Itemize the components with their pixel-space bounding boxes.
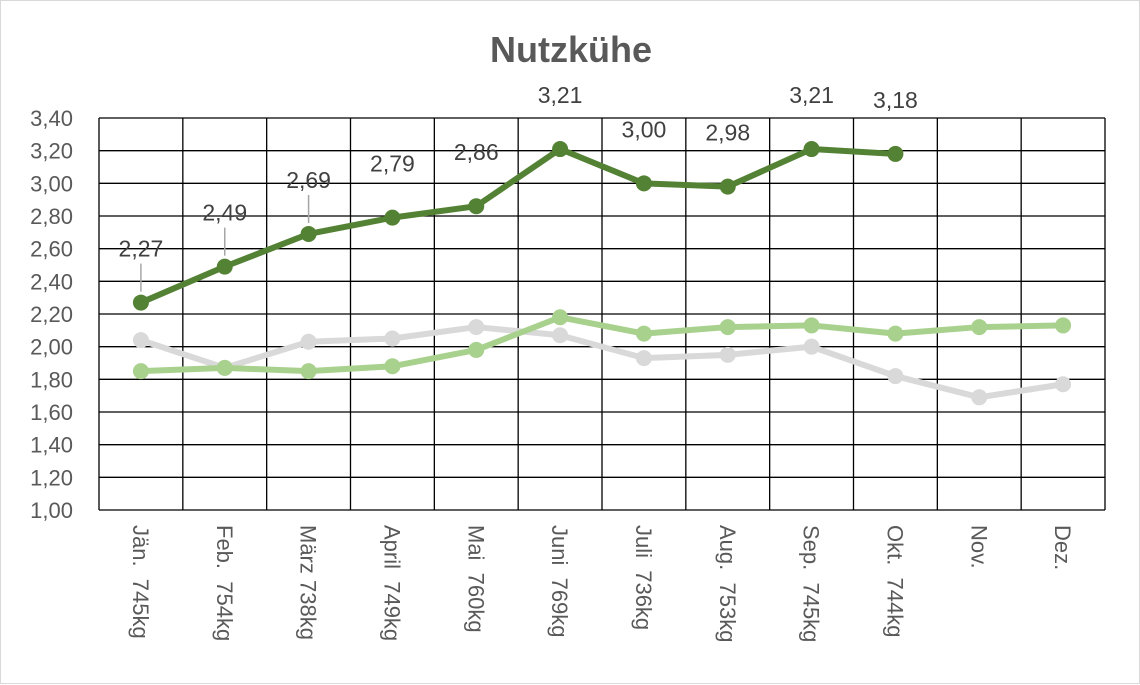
data-point <box>719 178 736 195</box>
data-label: 2,79 <box>370 151 415 177</box>
x-tick-label: Juni 769kg <box>547 525 572 638</box>
data-point <box>803 141 820 158</box>
data-point <box>384 330 401 347</box>
data-point <box>468 341 485 358</box>
x-tick-label: Feb. 754kg <box>212 525 237 641</box>
data-point <box>887 325 904 342</box>
data-point <box>300 225 317 242</box>
x-tick-label: April 749kg <box>379 525 404 641</box>
data-point <box>1055 317 1072 334</box>
data-point <box>635 325 652 342</box>
y-tick-label: 3,00 <box>30 171 73 196</box>
x-tick-label: Okt. 744kg <box>882 525 907 638</box>
series-line <box>137 146 899 306</box>
y-tick-label: 1,80 <box>30 367 73 392</box>
x-tick-label: Dez. <box>1050 525 1075 570</box>
x-tick-label: Juli 736kg <box>631 525 656 630</box>
series-line <box>137 314 1067 375</box>
x-tick-label: März 738kg <box>296 525 321 640</box>
series-2 <box>132 309 1072 380</box>
y-tick-label: 1,20 <box>30 465 73 490</box>
data-point <box>468 198 485 215</box>
data-label: 2,86 <box>454 139 499 165</box>
x-tick-label: Jän. 745kg <box>128 525 153 639</box>
data-point <box>132 332 149 349</box>
y-tick-label: 2,60 <box>30 237 73 262</box>
data-label: 3,21 <box>538 82 583 108</box>
series-line <box>137 324 1067 401</box>
y-tick-label: 3,40 <box>30 106 73 131</box>
data-point <box>803 338 820 355</box>
data-point <box>384 358 401 375</box>
series-1 <box>132 141 904 311</box>
y-tick-label: 1,00 <box>30 498 73 523</box>
data-label: 2,98 <box>705 120 750 146</box>
data-point <box>132 363 149 380</box>
x-tick-label: Aug. 753kg <box>715 525 740 642</box>
data-point <box>384 209 401 226</box>
data-label: 3,00 <box>622 116 667 142</box>
data-label: 2,49 <box>202 200 247 226</box>
data-point <box>1055 376 1072 393</box>
data-point <box>552 141 569 158</box>
data-point <box>300 333 317 350</box>
data-point <box>216 258 233 275</box>
y-tick-label: 1,60 <box>30 400 73 425</box>
data-point <box>300 363 317 380</box>
data-point <box>552 309 569 326</box>
data-point <box>635 350 652 367</box>
series-3 <box>132 319 1072 406</box>
data-label: 3,21 <box>789 82 834 108</box>
data-point <box>971 319 988 336</box>
data-point <box>132 294 149 311</box>
data-point <box>635 175 652 192</box>
y-tick-label: 1,40 <box>30 433 73 458</box>
data-label: 3,18 <box>873 87 918 113</box>
data-point <box>719 319 736 336</box>
data-point <box>803 317 820 334</box>
data-label: 2,27 <box>119 236 164 262</box>
data-point <box>971 389 988 406</box>
data-point <box>887 368 904 385</box>
y-tick-label: 2,80 <box>30 204 73 229</box>
data-point <box>552 327 569 344</box>
chart-title: Nutzkühe <box>490 29 652 70</box>
data-label: 2,69 <box>286 167 331 193</box>
data-point <box>719 346 736 363</box>
y-tick-label: 3,20 <box>30 139 73 164</box>
data-point <box>468 319 485 336</box>
x-tick-label: Nov. <box>966 525 991 569</box>
y-tick-label: 2,20 <box>30 302 73 327</box>
x-tick-label: Sep. 745kg <box>799 525 824 642</box>
y-tick-label: 2,40 <box>30 269 73 294</box>
x-tick-label: Mai 760kg <box>463 525 488 633</box>
data-point <box>887 145 904 162</box>
data-point <box>216 359 233 376</box>
y-tick-label: 2,00 <box>30 335 73 360</box>
